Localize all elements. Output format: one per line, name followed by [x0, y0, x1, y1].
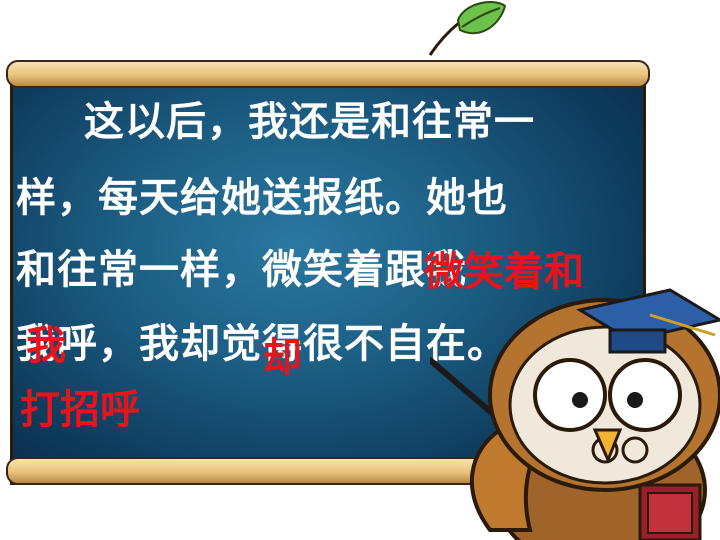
leaf-icon [428, 1, 507, 56]
answer-text-2: 我 [26, 323, 66, 369]
paragraph-line-4: 我呼，我却觉得很不自在。 [16, 321, 508, 367]
paragraph-line-3: 和往常一样，微笑着跟我 [16, 247, 467, 293]
answer-text-1: 微笑着和 [424, 249, 584, 295]
paragraph-line-2: 样，每天给她送报纸。她也 [16, 175, 508, 221]
answer-text-3: 却 [262, 335, 302, 381]
scroll-rod-top [6, 60, 650, 88]
owl-teacher-icon [430, 288, 720, 540]
paragraph-line-1: 这以后，我还是和往常一 [84, 99, 535, 145]
answer-text-4: 打招呼 [20, 387, 140, 433]
